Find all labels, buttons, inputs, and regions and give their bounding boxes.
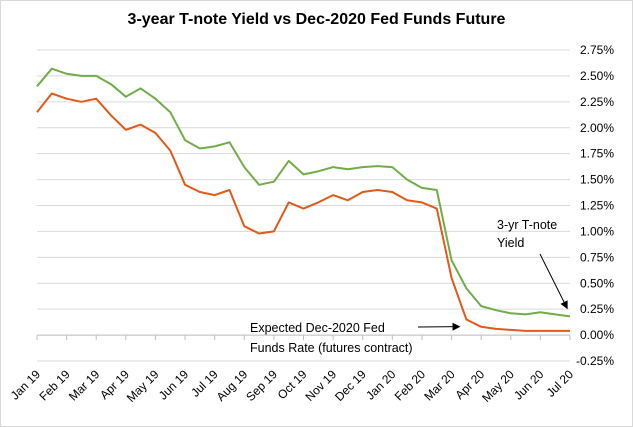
x-tick-label: Mar 19 <box>66 367 103 404</box>
x-tick-label: Jun 20 <box>511 367 547 403</box>
y-tick-label: 2.75% <box>580 43 614 57</box>
x-tick-label: Jul 20 <box>544 367 577 400</box>
gridlines <box>37 49 570 362</box>
y-tick-label: 1.50% <box>580 173 614 187</box>
x-tick-label: Nov 19 <box>302 367 339 404</box>
annotation-treasury-label: 3-yr T-note <box>497 218 557 232</box>
annotations: 3-yr T-note Yield Expected Dec-2020 Fed Fun… <box>250 218 568 355</box>
x-tick-label: Feb 19 <box>36 367 73 404</box>
x-tick-label: Jun 19 <box>156 367 192 403</box>
series-line-1 <box>36 92 570 332</box>
y-tick-label: 2.50% <box>580 69 614 83</box>
y-tick-label: 0.50% <box>580 276 614 290</box>
x-tick-label: May 20 <box>479 367 517 405</box>
annotation-treasury-label: Yield <box>497 236 524 250</box>
y-tick-label: 1.25% <box>580 199 614 213</box>
annotation-fedfunds-label: Expected Dec-2020 Fed <box>250 321 385 335</box>
y-tick-label: -0.25% <box>576 354 614 368</box>
y-tick-label: 0.25% <box>580 302 614 316</box>
chart-title: 3-year T-note Yield vs Dec-2020 Fed Fund… <box>127 11 506 28</box>
x-tick-label: Aug 19 <box>214 367 251 404</box>
x-tick-label: Jan 19 <box>8 367 44 403</box>
x-tick-label: Mar 20 <box>421 367 458 404</box>
x-tick-label: Sep 19 <box>243 367 280 404</box>
x-tick-label: Dec 19 <box>332 367 369 404</box>
y-tick-label: 2.00% <box>580 121 614 135</box>
annotation-fedfunds-label: Funds Rate (futures contract) <box>250 341 413 355</box>
y-tick-label: 1.75% <box>580 147 614 161</box>
series-line-0 <box>36 67 571 318</box>
series-lines <box>36 67 571 332</box>
y-tick-label: 2.25% <box>580 95 614 109</box>
y-tick-label: 0.75% <box>580 250 614 264</box>
x-tick-label: May 19 <box>124 367 162 405</box>
x-tick-label: Jan 20 <box>363 367 399 403</box>
annotation-treasury-arrow <box>539 253 568 310</box>
y-tick-label: 1.00% <box>580 224 614 238</box>
y-tick-label: 0.00% <box>580 328 614 342</box>
x-tick-label: Feb 20 <box>392 367 429 404</box>
